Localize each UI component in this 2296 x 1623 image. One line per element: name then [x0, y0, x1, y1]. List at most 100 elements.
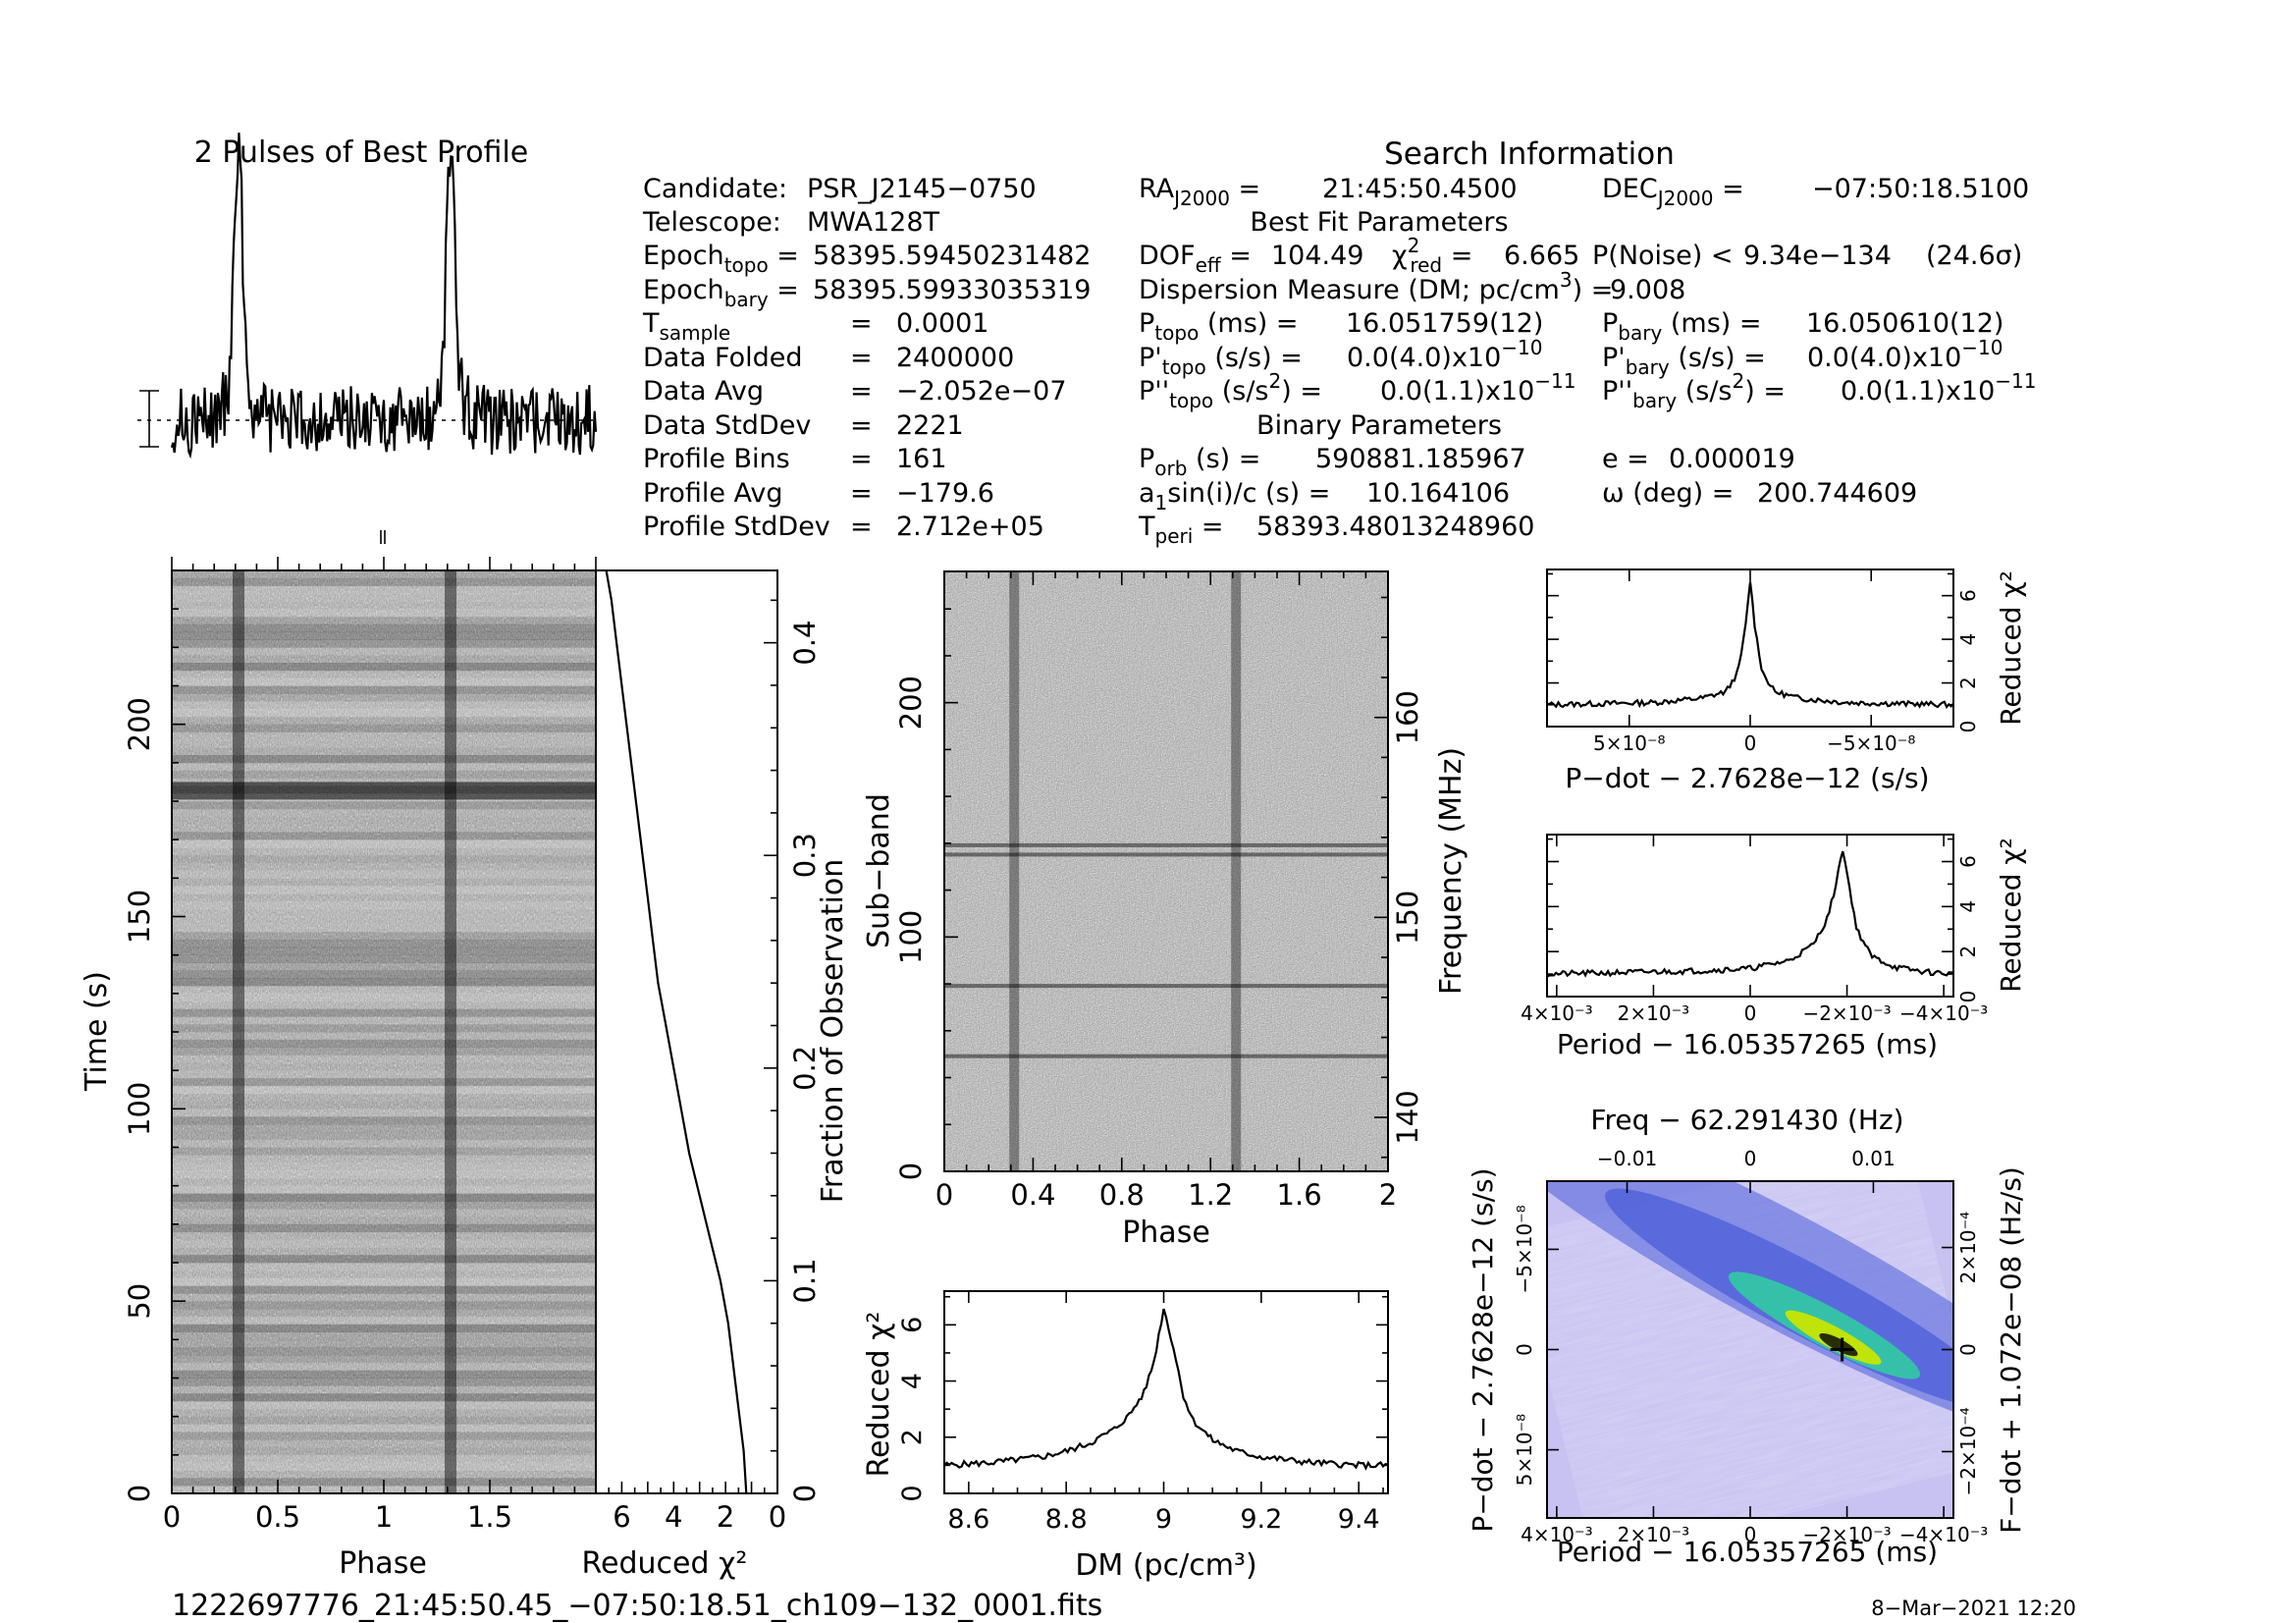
pp-ytick-label: −5×10⁻⁸ — [1513, 1205, 1536, 1293]
time-row — [172, 724, 596, 732]
p-topo-label: Ptopo (ms) = — [1139, 308, 1299, 345]
sb-pulse-track-2 — [1231, 571, 1242, 1171]
time-row — [172, 1085, 596, 1095]
time-row — [172, 1277, 596, 1286]
time-row — [172, 924, 596, 933]
time-row — [172, 1070, 596, 1079]
time-row — [172, 631, 596, 640]
dm-chi2-panel: 0 2 4 6 8.6 8.8 9 9.2 9.4 DM (pc/cm³) Reduced χ² — [862, 1290, 1389, 1583]
time-row — [172, 639, 596, 648]
pd-ytick-label: 4 — [1956, 633, 1980, 646]
time-row — [172, 623, 596, 633]
time-row — [172, 593, 596, 602]
pe-xtick-label: −2×10⁻³ — [1802, 1001, 1891, 1025]
time-chi2-line — [605, 569, 748, 1494]
pp-y2tick-label: 0 — [1956, 1343, 1980, 1356]
time-row — [172, 947, 596, 956]
tp-ytick-label: 150 — [123, 890, 156, 944]
p-pdot-ticks: 4×10⁻³ 2×10⁻³ 0 −2×10⁻³ −4×10⁻³ −0.01 0 0.01 −5×… — [1513, 1147, 1988, 1546]
pe-ytick-label: 6 — [1956, 855, 1980, 868]
dm-xtick-label: 9.2 — [1240, 1504, 1282, 1535]
pp-x2tick-label: 0.01 — [1851, 1147, 1896, 1170]
time-row — [172, 1462, 596, 1471]
footer-filename: 1222697776_21:45:50.45_−07:50:18.51_ch10… — [172, 1589, 1102, 1623]
t-peri-value: 58393.48013248960 — [1256, 512, 1534, 542]
dec-label: DECJ2000 = — [1602, 174, 1744, 210]
pd-ytick-label: 6 — [1956, 589, 1980, 602]
time-chi2-panel: 6 4 2 00 0.1 0.2 0.3 0.4 Reduced χ² Fraction of… — [582, 569, 850, 1581]
time-row — [172, 1124, 596, 1133]
time-row — [172, 1339, 596, 1348]
time-row — [172, 986, 596, 995]
pe-xtick-label: 2×10⁻³ — [1618, 1001, 1690, 1025]
sb-xtick-label: 0.4 — [1010, 1178, 1055, 1212]
chi2-red-label: χ2 red = — [1392, 234, 1472, 277]
pdot-chi2-xlabel: P−dot − 2.7628e−12 (s/s) — [1565, 762, 1929, 794]
time-row — [172, 770, 596, 779]
sb-ytick-label: 0 — [894, 1163, 928, 1180]
time-row — [172, 1270, 596, 1279]
period-chi2-ticks: 0 2 4 6 4×10⁻³ 2×10⁻³ 0 −2×10⁻³ −4×10⁻³ — [1521, 835, 1988, 1025]
time-row — [172, 1055, 596, 1063]
tc-xtick-label: 2 — [717, 1500, 734, 1534]
p-orb-label: Porb (s) = — [1139, 444, 1260, 480]
time-row — [172, 1201, 596, 1210]
time-row — [172, 932, 596, 941]
time-row — [172, 1016, 596, 1025]
sb-rfi-row — [944, 984, 1388, 989]
pd-ytick-label: 2 — [1956, 676, 1980, 689]
time-row — [172, 762, 596, 772]
profile-bins-eq: = — [850, 444, 873, 474]
profile-plot — [137, 133, 599, 544]
ra-label: RAJ2000 = — [1139, 174, 1260, 210]
sb-rfi-row — [944, 842, 1388, 847]
time-phase-panel: 0 0.5 1 1.5 0 50 100 150 200 Phase Time (s) — [80, 557, 597, 1581]
time-row — [172, 886, 596, 894]
pdot-topo-value: 0.0(4.0)x10−10 — [1347, 336, 1543, 373]
tp-xtick-label: 0 — [163, 1500, 181, 1534]
time-row — [172, 1039, 596, 1049]
time-row — [172, 755, 596, 764]
time-chi2-ticks: 6 4 2 00 0.1 0.2 0.3 0.4 — [595, 599, 822, 1534]
fdot-y2label: F−dot + 1.072e−08 (Hz/s) — [1995, 1166, 2027, 1534]
pp-xtick-label: 0 — [1744, 1523, 1757, 1546]
pp-y2tick-label: −2×10⁻⁴ — [1956, 1407, 1980, 1495]
data-avg-label: Data Avg — [643, 376, 764, 406]
tc-ytick-label: 0 — [788, 1485, 822, 1502]
dm-ytick-label: 6 — [897, 1317, 928, 1333]
pp-y2tick-label: 2×10⁻⁴ — [1956, 1212, 1980, 1284]
time-row — [172, 1239, 596, 1248]
time-row — [172, 1024, 596, 1033]
dm-xtick-label: 9 — [1155, 1504, 1172, 1535]
p-orb-value: 590881.185967 — [1315, 444, 1526, 474]
ra-value: 21:45:50.4500 — [1322, 174, 1518, 204]
data-stddev-label: Data StdDev — [643, 410, 811, 441]
p-pdot-xlabel: Period − 16.05357265 (ms) — [1557, 1536, 1938, 1568]
profile-stddev-eq: = — [850, 512, 873, 542]
time-row — [172, 1263, 596, 1271]
time-row — [172, 1301, 596, 1310]
pd-ytick-label: 0 — [1956, 721, 1980, 733]
time-chi2-xlabel: Reduced χ² — [582, 1546, 748, 1581]
time-row — [172, 1362, 596, 1372]
time-row — [172, 677, 596, 686]
subband-ticks: 0 0.4 0.8 1.2 1.6 2 0 100 200 140 150 160 — [894, 571, 1424, 1212]
time-row — [172, 847, 596, 856]
sb-rfi-row — [944, 1054, 1388, 1058]
period-chi2-xlabel: Period − 16.05357265 (ms) — [1557, 1028, 1938, 1060]
profile-stddev-value: 2.712e+05 — [896, 512, 1044, 542]
time-row — [172, 1355, 596, 1364]
time-row — [172, 839, 596, 848]
pddot-bary-label: P''bary (s/s2) = — [1602, 369, 1786, 412]
tc-ytick-label: 0.4 — [788, 621, 822, 666]
data-avg-eq: = — [850, 376, 873, 406]
time-row — [172, 647, 596, 656]
sb-y2tick-label: 150 — [1391, 891, 1424, 945]
p-topo-value: 16.051759(12) — [1346, 308, 1543, 339]
time-row — [172, 962, 596, 971]
p-bary-label: Pbary (ms) = — [1602, 308, 1762, 345]
time-row — [172, 940, 596, 948]
pddot-topo-label: P''topo (s/s2) = — [1139, 369, 1322, 412]
time-row — [172, 908, 596, 917]
